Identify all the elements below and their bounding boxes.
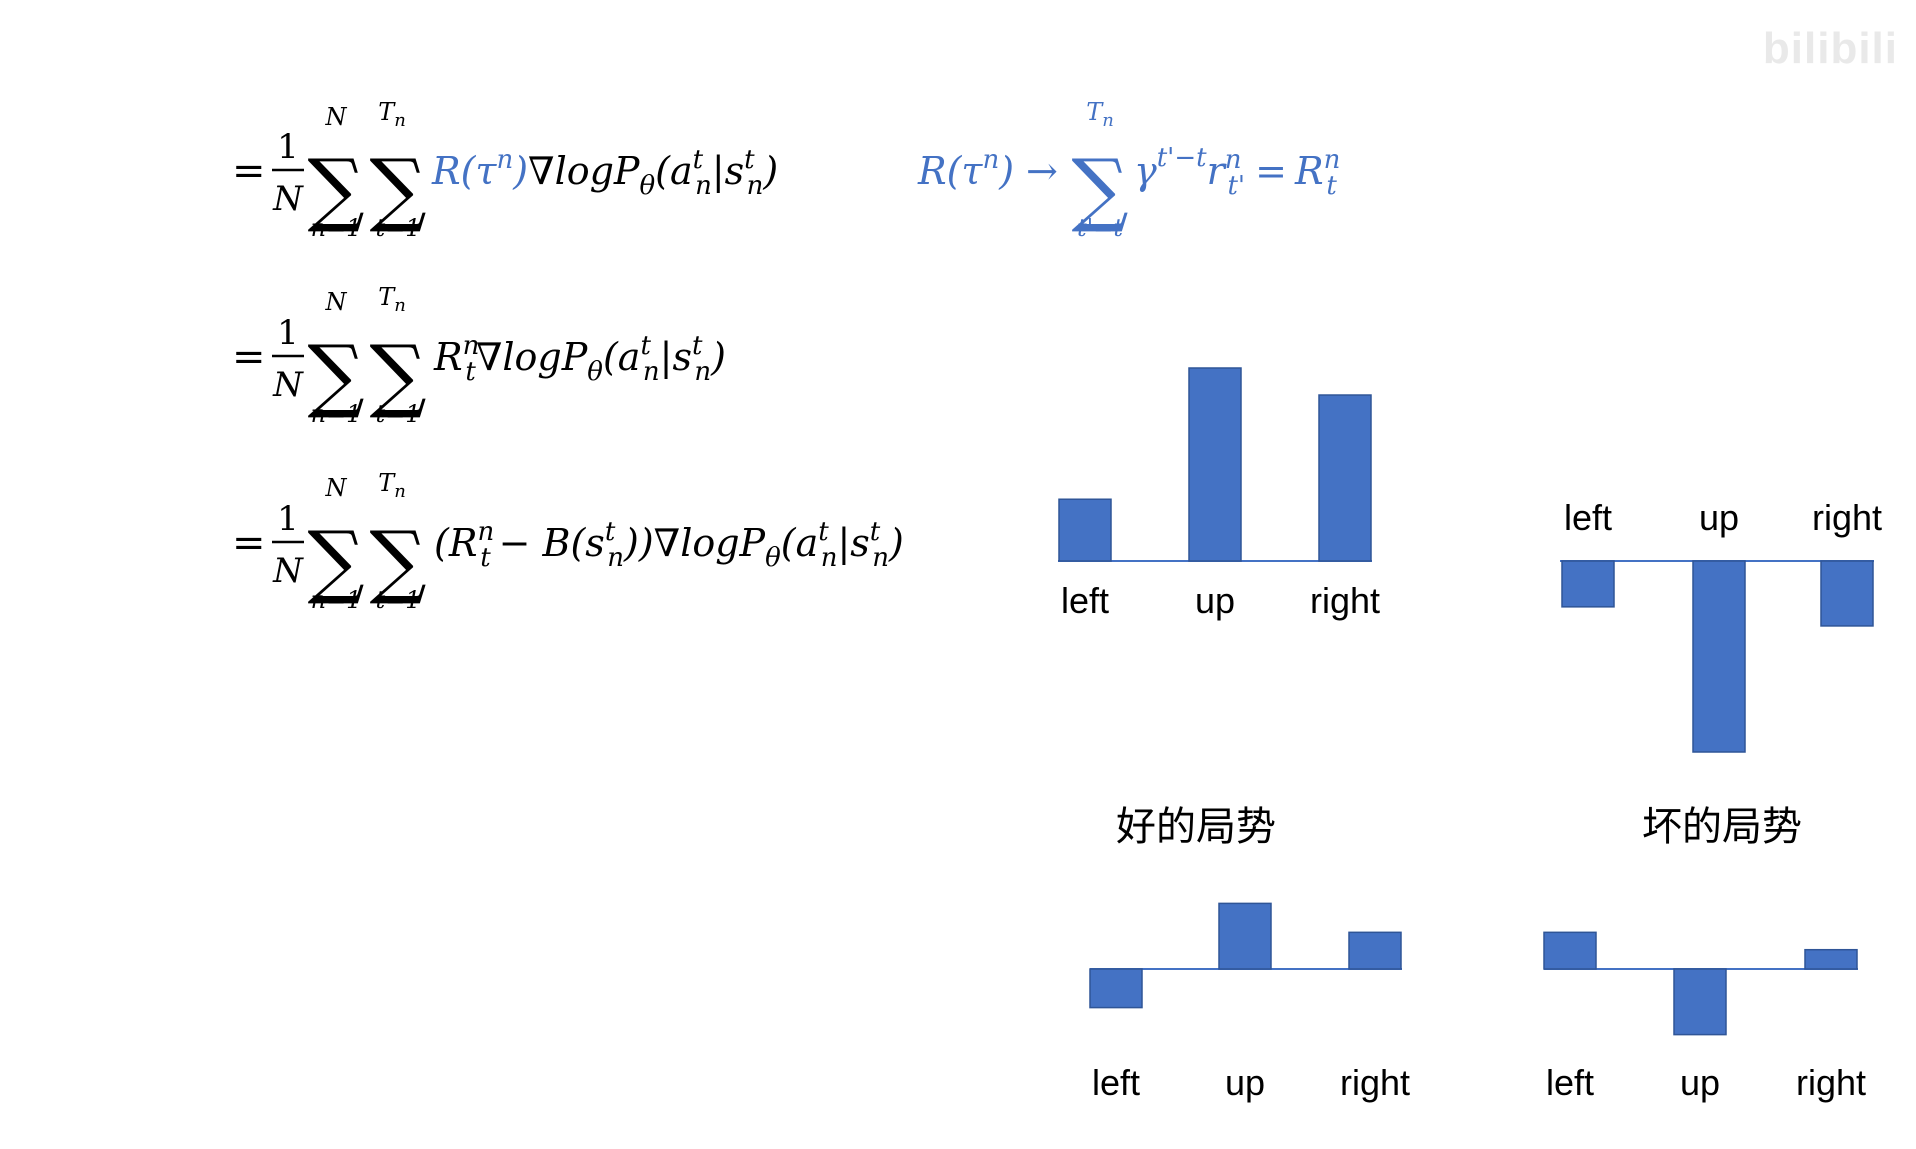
tick-label-up: up [1699,497,1739,538]
sum-t-lower: t=1 [375,400,420,428]
tick-label-up: up [1195,580,1235,621]
equals-sign: = [232,520,266,566]
sum-t-upper: Tn [378,98,406,131]
chart-bad-with-baseline: left up right [1543,931,1866,1103]
sigma-icon: ∑ [307,142,364,235]
formula-line-3: = 1 N N ∑ n=1 Tn ∑ t=1 (Rn t − B(st n))∇log… [232,469,904,614]
sigma-icon: ∑ [369,514,426,607]
bar-left [1089,968,1143,1009]
sum-n-lower: n=1 [311,586,362,614]
sum-n-upper: N [325,288,348,316]
sigma-icon: ∑ [307,514,364,607]
bar-right [1318,394,1372,562]
tick-label-up: up [1225,1062,1265,1103]
formula-line-2: = 1 N N ∑ n=1 Tn ∑ t=1 Rn t∇logPθ(at n|st n… [232,283,726,428]
bar-left [1543,931,1597,970]
bar-up [1673,968,1727,1036]
def-sum-upper: Tn [1086,98,1114,131]
tick-label-right: right [1310,580,1380,621]
fraction-numerator: 1 [277,499,299,539]
bar-right [1348,931,1402,970]
sum-t-lower: t=1 [375,214,420,242]
chart-good-situation: left up right [1058,367,1380,621]
formula-body: Rn t∇logPθ(at n|st n) [433,331,726,387]
equals-sign: = [232,148,266,194]
sum-n-upper: N [325,474,348,502]
fraction-denominator: N [272,179,304,219]
tick-label-left: left [1564,497,1612,538]
formula-body: (Rn t − B(st n))∇logPθ(at n|st n) [434,517,904,573]
bar-up [1188,367,1242,562]
sum-n-lower: n=1 [311,400,362,428]
sum-t-upper: Tn [378,469,406,502]
watermark: bilibili [1762,24,1898,73]
fraction-numerator: 1 [277,127,299,167]
bar-right [1804,948,1858,970]
bar-up [1692,560,1746,753]
definition-rhs: γt'−trn t' = Rn t [1134,143,1340,201]
equals-sign: = [232,334,266,380]
formula-line-1: = 1 N N ∑ n=1 Tn ∑ t=1 R(τn)∇logPθ(at n|s… [232,98,778,242]
sigma-icon: ∑ [1071,142,1128,235]
sum-t-upper: Tn [378,283,406,316]
sigma-icon: ∑ [369,328,426,421]
bar-right [1820,560,1874,627]
def-sum-lower: t'=t [1077,214,1123,242]
tick-label-right: right [1812,497,1882,538]
sigma-icon: ∑ [307,328,364,421]
chart-good-with-baseline: left up right [1089,902,1410,1103]
bar-left [1058,498,1112,562]
formula-body: R(τn)∇logPθ(at n|st n) [431,145,778,201]
sum-t-lower: t=1 [375,586,420,614]
chart-bad-situation: left up right [1560,497,1882,753]
fraction-denominator: N [272,551,304,591]
bar-left [1561,560,1615,608]
sigma-icon: ∑ [369,142,426,235]
tick-label-left: left [1546,1062,1594,1103]
arrow-icon: → [1026,149,1058,193]
sum-n-lower: n=1 [311,214,362,242]
caption-good: 好的局势 [1116,805,1276,849]
bar-up [1218,902,1272,970]
reward-definition: R(τn) → Tn ∑ t'=t γt'−trn t' = Rn t [917,98,1340,242]
sum-n-upper: N [325,103,348,131]
tick-label-left: left [1092,1062,1140,1103]
tick-label-right: right [1796,1062,1866,1103]
fraction-denominator: N [272,365,304,405]
definition-lhs: R(τn) [917,145,1014,193]
fraction-numerator: 1 [277,313,299,353]
tick-label-right: right [1340,1062,1410,1103]
tick-label-up: up [1680,1062,1720,1103]
caption-bad: 坏的局势 [1642,805,1802,849]
tick-label-left: left [1061,580,1109,621]
